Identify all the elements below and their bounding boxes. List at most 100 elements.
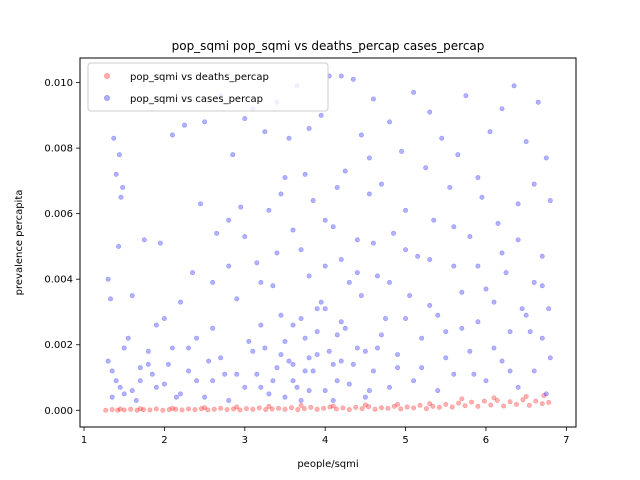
data-point — [254, 260, 260, 266]
data-point — [546, 399, 552, 405]
data-point — [330, 403, 336, 409]
legend-box — [87, 62, 329, 112]
data-point — [362, 394, 368, 400]
data-point — [419, 335, 425, 341]
data-point — [246, 338, 252, 344]
data-point — [318, 299, 324, 305]
data-point — [258, 384, 264, 390]
data-point — [386, 384, 392, 390]
data-point — [194, 378, 200, 384]
data-point — [310, 368, 316, 374]
data-point — [488, 402, 494, 408]
data-point — [298, 397, 304, 403]
data-point — [133, 397, 139, 403]
data-point — [137, 378, 143, 384]
data-point — [295, 407, 301, 413]
data-point — [109, 394, 115, 400]
data-point — [202, 405, 208, 411]
data-point — [250, 348, 256, 354]
y-tick-label: 0.008 — [44, 144, 73, 155]
data-point — [342, 168, 348, 174]
data-point — [436, 404, 442, 410]
data-point — [366, 191, 372, 197]
data-point — [391, 230, 397, 236]
data-point — [372, 406, 378, 412]
data-point — [290, 227, 296, 233]
data-point — [334, 378, 340, 384]
legend-marker-deaths — [104, 73, 110, 79]
data-point — [334, 184, 340, 190]
data-point — [161, 316, 167, 322]
data-point — [404, 404, 410, 410]
data-point — [243, 406, 249, 412]
data-point — [125, 335, 131, 341]
data-point — [109, 407, 115, 413]
data-point — [449, 404, 455, 410]
data-point — [546, 306, 552, 312]
data-point — [129, 388, 135, 394]
data-point — [487, 129, 493, 135]
data-point — [145, 348, 151, 354]
data-point — [314, 352, 320, 358]
data-point — [274, 365, 280, 371]
data-point — [111, 135, 117, 141]
data-point — [190, 270, 196, 276]
data-point — [137, 406, 143, 412]
data-point — [269, 406, 275, 412]
data-point — [430, 403, 436, 409]
data-point — [439, 135, 445, 141]
data-point — [507, 368, 513, 374]
data-point — [314, 306, 320, 312]
data-point — [427, 302, 433, 308]
data-point — [338, 358, 344, 364]
data-point — [145, 361, 151, 367]
data-point — [121, 407, 127, 413]
data-point — [169, 132, 175, 138]
data-point — [117, 384, 123, 390]
data-point — [511, 83, 517, 89]
data-point — [282, 175, 288, 181]
data-point — [479, 194, 485, 200]
data-point — [286, 358, 292, 364]
data-point — [128, 406, 134, 412]
data-point — [286, 135, 292, 141]
data-point — [298, 247, 304, 253]
data-point — [322, 388, 328, 394]
data-point — [282, 394, 288, 400]
data-point — [403, 316, 409, 322]
data-point — [463, 93, 469, 99]
data-point — [411, 89, 417, 95]
data-point — [543, 391, 549, 397]
data-point — [374, 345, 380, 351]
legend: pop_sqmi vs deaths_percap pop_sqmi vs ca… — [87, 62, 329, 112]
data-point — [234, 371, 240, 377]
data-point — [113, 378, 119, 384]
data-point — [153, 384, 159, 390]
data-point — [378, 181, 384, 187]
data-point — [471, 371, 477, 377]
data-point — [547, 198, 553, 204]
data-point — [120, 184, 126, 190]
data-point — [198, 201, 204, 207]
data-point — [519, 306, 525, 312]
data-point — [169, 405, 175, 411]
data-point — [499, 106, 505, 112]
data-point — [514, 401, 520, 407]
data-point — [370, 240, 376, 246]
data-point — [322, 306, 328, 312]
data-point — [262, 345, 268, 351]
data-point — [322, 263, 328, 269]
y-axis: 0.000 0.002 0.004 0.006 0.008 0.010 — [44, 78, 80, 417]
data-point — [137, 365, 143, 371]
data-point — [350, 361, 356, 367]
data-point — [231, 406, 237, 412]
x-tick-label: 1 — [81, 435, 87, 446]
data-point — [495, 220, 501, 226]
data-point — [467, 234, 473, 240]
data-point — [141, 237, 147, 243]
data-point — [467, 348, 473, 354]
data-point — [211, 406, 217, 412]
data-point — [113, 171, 119, 177]
x-tick-label: 5 — [402, 435, 408, 446]
data-point — [501, 403, 507, 409]
